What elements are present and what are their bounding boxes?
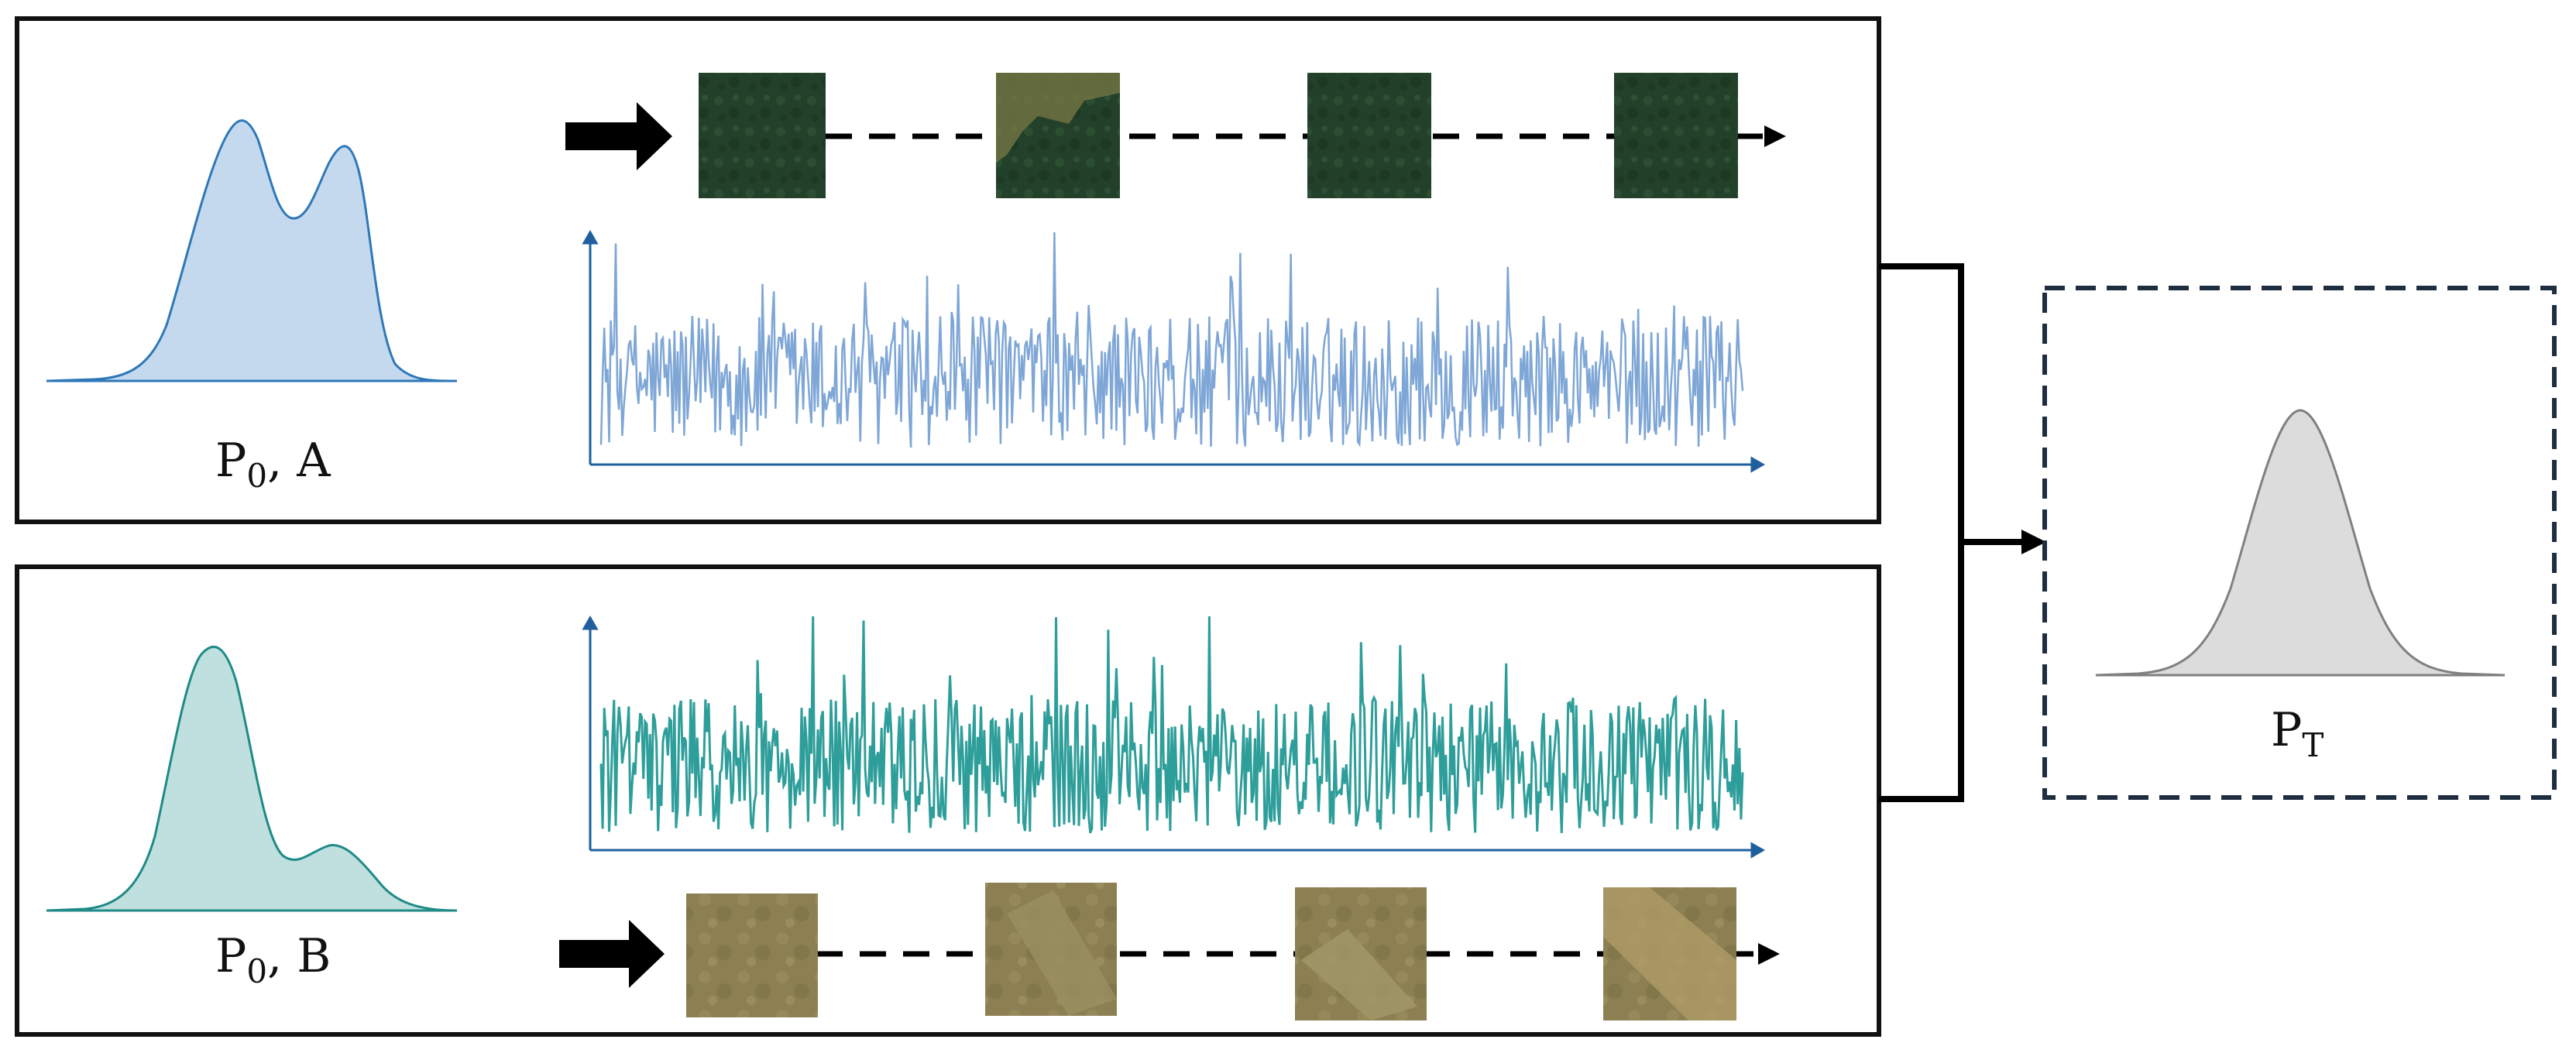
series-b-line: [599, 616, 1744, 834]
distribution-b-label: P0, B: [215, 929, 331, 990]
forest-tile-2-clearing: [996, 73, 1120, 163]
panel-a-border: [15, 16, 1881, 524]
target-distribution-label: PT: [2271, 703, 2324, 764]
cropland-tile-2-field: [1007, 890, 1117, 1016]
merge-connector: [1879, 263, 1964, 802]
cropland-tile-1: [686, 894, 818, 1017]
thick-arrow-icon: [565, 102, 672, 170]
series-a-axes: [582, 229, 1766, 473]
forest-tile-1: [699, 73, 826, 198]
dashed-arrow-icon: [1764, 125, 1786, 147]
distribution-b-curve: [46, 646, 458, 912]
cropland-tile-4-field: [1603, 887, 1736, 1020]
thick-arrow-icon: [559, 920, 665, 988]
merge-arrow-icon: [2021, 530, 2046, 554]
forest-tile-4: [1614, 73, 1738, 198]
cropland-tile-3-field: [1301, 929, 1417, 1020]
series-b-axes: [582, 615, 1766, 859]
distribution-a-label: P0, A: [215, 434, 331, 495]
dashed-arrow-icon: [1758, 943, 1780, 965]
series-a-line: [599, 232, 1744, 448]
target-distribution-curve: [2095, 409, 2506, 677]
target-panel-border: [2042, 286, 2557, 800]
distribution-a-curve: [46, 119, 458, 382]
forest-tile-3: [1307, 73, 1431, 198]
